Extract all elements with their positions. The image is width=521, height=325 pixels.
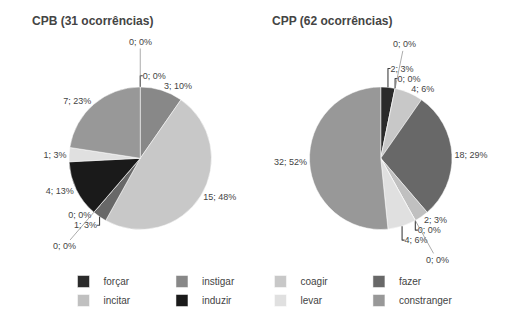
svg-text:fazer: fazer — [399, 276, 422, 287]
svg-text:0; 0%: 0; 0% — [129, 37, 152, 47]
svg-text:18; 29%: 18; 29% — [454, 150, 487, 160]
svg-text:0; 0%: 0; 0% — [418, 225, 441, 235]
svg-text:4; 6%: 4; 6% — [411, 84, 434, 94]
svg-text:4; 6%: 4; 6% — [405, 235, 428, 245]
svg-text:0; 0%: 0; 0% — [68, 210, 91, 220]
svg-text:0; 0%: 0; 0% — [53, 241, 76, 251]
svg-text:levar: levar — [300, 295, 322, 306]
svg-text:2; 3%: 2; 3% — [390, 64, 413, 74]
svg-text:0; 0%: 0; 0% — [393, 39, 416, 49]
svg-text:induzir: induzir — [202, 295, 232, 306]
svg-text:forçar: forçar — [104, 276, 130, 287]
svg-text:0; 0%: 0; 0% — [143, 71, 166, 81]
svg-text:CPP (62 ocorrências): CPP (62 ocorrências) — [272, 14, 393, 28]
svg-text:coagir: coagir — [300, 276, 328, 287]
svg-text:3; 10%: 3; 10% — [164, 81, 192, 91]
svg-text:1; 3%: 1; 3% — [44, 150, 67, 160]
svg-text:15; 48%: 15; 48% — [203, 192, 236, 202]
svg-text:1; 3%: 1; 3% — [74, 220, 97, 230]
svg-text:2; 3%: 2; 3% — [424, 215, 447, 225]
svg-text:32; 52%: 32; 52% — [274, 157, 307, 167]
svg-text:CPB (31 ocorrências): CPB (31 ocorrências) — [32, 14, 153, 28]
svg-text:instigar: instigar — [202, 276, 235, 287]
svg-text:0; 0%: 0; 0% — [426, 255, 449, 265]
svg-text:incitar: incitar — [104, 295, 131, 306]
svg-text:7; 23%: 7; 23% — [63, 96, 91, 106]
svg-text:4; 13%: 4; 13% — [46, 186, 74, 196]
svg-text:constranger: constranger — [399, 295, 452, 306]
svg-text:0; 0%: 0; 0% — [398, 74, 421, 84]
